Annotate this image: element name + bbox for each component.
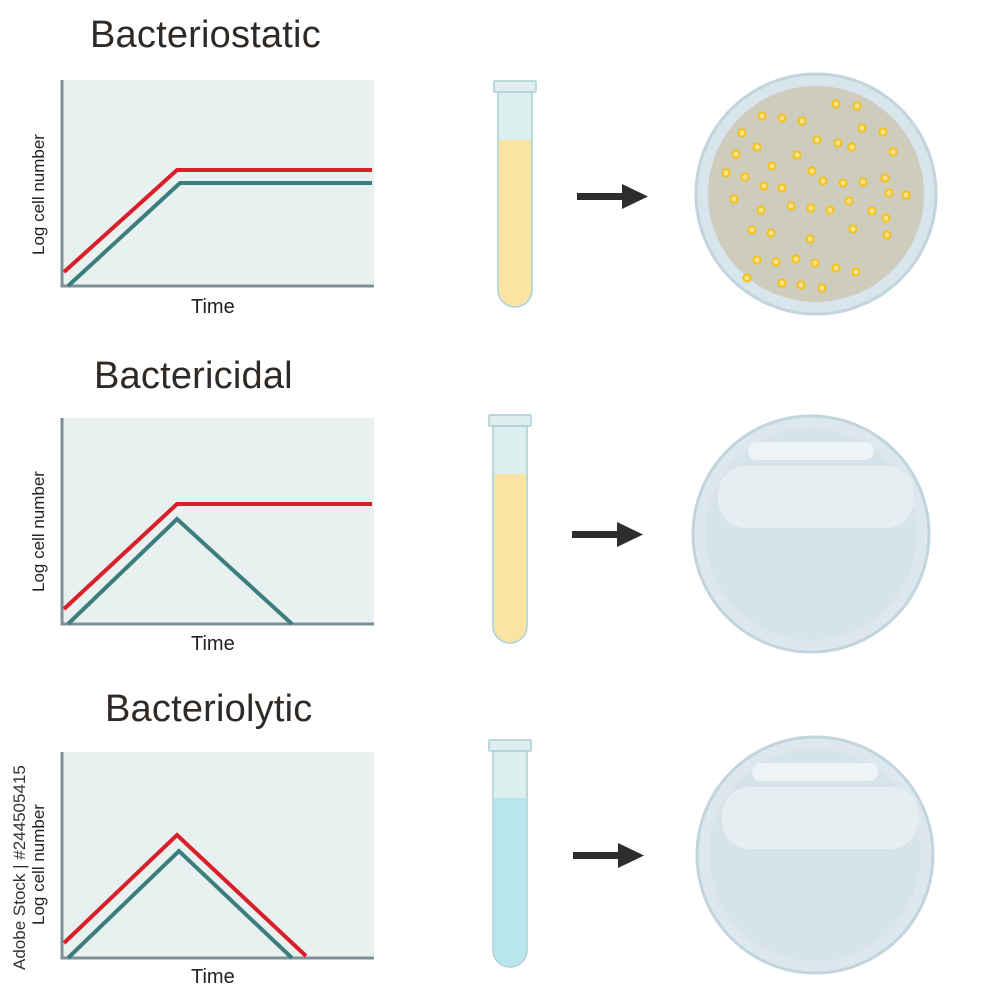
- petri-dish-icon: [695, 735, 935, 975]
- colony-dot: [817, 283, 827, 293]
- colony-dot: [812, 135, 822, 145]
- bacterial-colonies: [721, 99, 911, 293]
- graph-background: [62, 418, 374, 624]
- petri-dish-icon: [691, 414, 931, 654]
- colony-dot: [771, 257, 781, 267]
- test-tube-icon: [488, 739, 532, 968]
- arrow-right-icon: [572, 522, 643, 547]
- colony-dot: [825, 205, 835, 215]
- arrow-right-icon: [573, 843, 644, 868]
- colony-dot: [740, 172, 750, 182]
- red-curve: [62, 502, 372, 611]
- colony-dot: [818, 176, 828, 186]
- panel-title-bacteriostatic: Bacteriostatic: [90, 14, 321, 56]
- colony-dot: [767, 161, 777, 171]
- colony-dot: [858, 177, 868, 187]
- colony-dot: [881, 213, 891, 223]
- colony-dot: [888, 147, 898, 157]
- colony-dot: [806, 203, 816, 213]
- colony-dot: [796, 280, 806, 290]
- colony-dot: [807, 166, 817, 176]
- colony-dot: [880, 173, 890, 183]
- colony-dot: [759, 181, 769, 191]
- colony-dot: [851, 267, 861, 277]
- colony-dot: [752, 142, 762, 152]
- colony-dot: [831, 99, 841, 109]
- colony-dot: [867, 206, 877, 216]
- colony-dot: [729, 194, 739, 204]
- red-curve: [62, 832, 308, 958]
- graph-bactericidal: [60, 418, 374, 626]
- colony-dot: [791, 254, 801, 264]
- x-axis-label-2: Time: [191, 633, 235, 655]
- petri-dish-icon: [694, 72, 938, 316]
- graph-background: [62, 752, 374, 958]
- colony-dot: [852, 101, 862, 111]
- colony-dot: [805, 234, 815, 244]
- colony-dot: [777, 113, 787, 123]
- colony-dot: [797, 116, 807, 126]
- colony-dot: [757, 111, 767, 121]
- graph-axes: [60, 80, 374, 288]
- panel-title-bactericidal: Bactericidal: [94, 355, 293, 397]
- colony-dot: [847, 142, 857, 152]
- graph-axes: [60, 752, 374, 960]
- colony-dot: [792, 150, 802, 160]
- red-curve: [62, 168, 372, 274]
- x-axis-label-3: Time: [191, 966, 235, 988]
- colony-dot: [878, 127, 888, 137]
- teal-curve: [66, 516, 294, 626]
- colony-dot: [844, 196, 854, 206]
- test-tube-icon: [488, 414, 532, 644]
- test-tube-icon: [493, 80, 537, 308]
- colony-dot: [833, 138, 843, 148]
- colony-dot: [831, 263, 841, 273]
- colony-dot: [747, 225, 757, 235]
- x-axis-label-1: Time: [191, 296, 235, 318]
- colony-dot: [737, 128, 747, 138]
- colony-dot: [884, 188, 894, 198]
- colony-dot: [756, 205, 766, 215]
- colony-dot: [766, 228, 776, 238]
- colony-dot: [882, 230, 892, 240]
- colony-dot: [848, 224, 858, 234]
- arrow-right-icon: [577, 184, 648, 209]
- teal-curve: [66, 848, 294, 960]
- panel-title-bacteriolytic: Bacteriolytic: [105, 688, 313, 730]
- teal-curve: [66, 181, 372, 288]
- graph-bacteriolytic: [60, 752, 374, 960]
- colony-dot: [786, 201, 796, 211]
- colony-dot: [810, 258, 820, 268]
- colony-dot: [721, 168, 731, 178]
- colony-dot: [752, 255, 762, 265]
- colony-dot: [901, 190, 911, 200]
- colony-dot: [731, 149, 741, 159]
- colony-dot: [742, 273, 752, 283]
- colony-dot: [777, 278, 787, 288]
- colony-dot: [838, 178, 848, 188]
- graph-axes: [60, 418, 374, 626]
- colony-dot: [777, 183, 787, 193]
- graph-bacteriostatic: [60, 80, 374, 288]
- colony-dot: [857, 123, 867, 133]
